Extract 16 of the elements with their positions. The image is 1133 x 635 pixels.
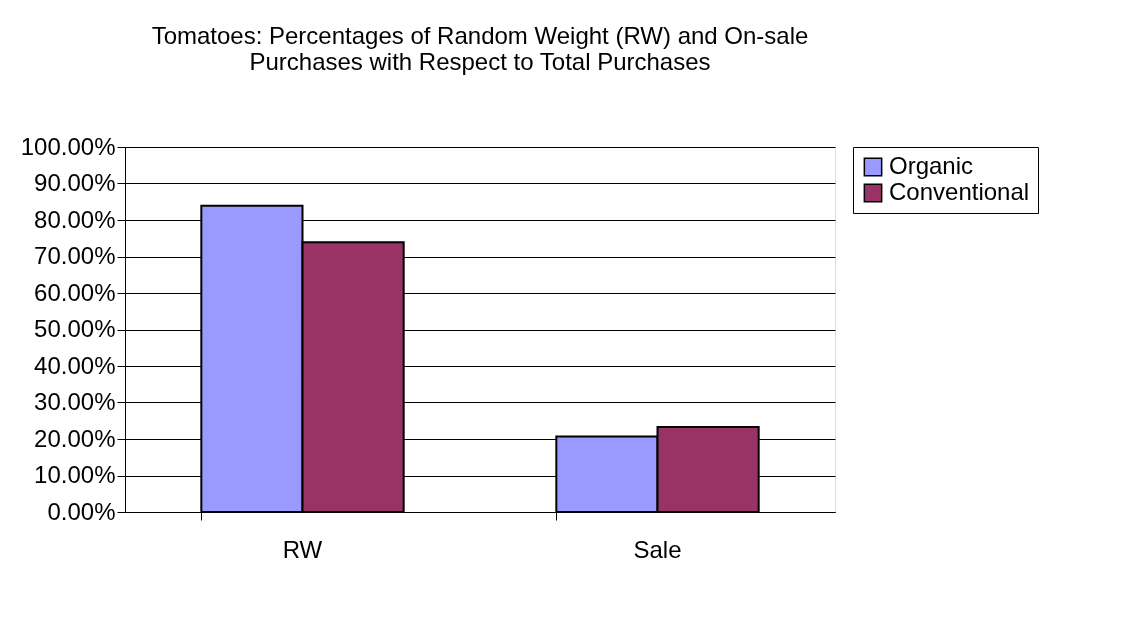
y-tick-label: 90.00% [34,169,116,196]
y-tick-label: 40.00% [34,351,116,379]
y-tick-label: 50.00% [34,315,116,342]
chart-title: Tomatoes: Percentages of Random Weight (RW) and On-sale Purchases with Respect to Total Purchases [151,22,809,75]
legend-label: Organic [889,152,974,179]
y-tick-label: 100.00% [20,132,116,160]
y-tick-label: 80.00% [34,205,116,233]
y-tick-label: 30.00% [34,388,116,415]
y-tick-label: 20.00% [34,424,116,452]
legend-label: Conventional [889,178,1030,205]
x-tick-label: RW [282,535,323,563]
y-tick-label: 10.00% [34,461,116,488]
y-tick-label: 0.00% [47,497,116,525]
x-tick-label: Sale [633,535,682,563]
y-tick-label: 70.00% [34,242,116,269]
y-tick-label: 60.00% [34,278,116,306]
